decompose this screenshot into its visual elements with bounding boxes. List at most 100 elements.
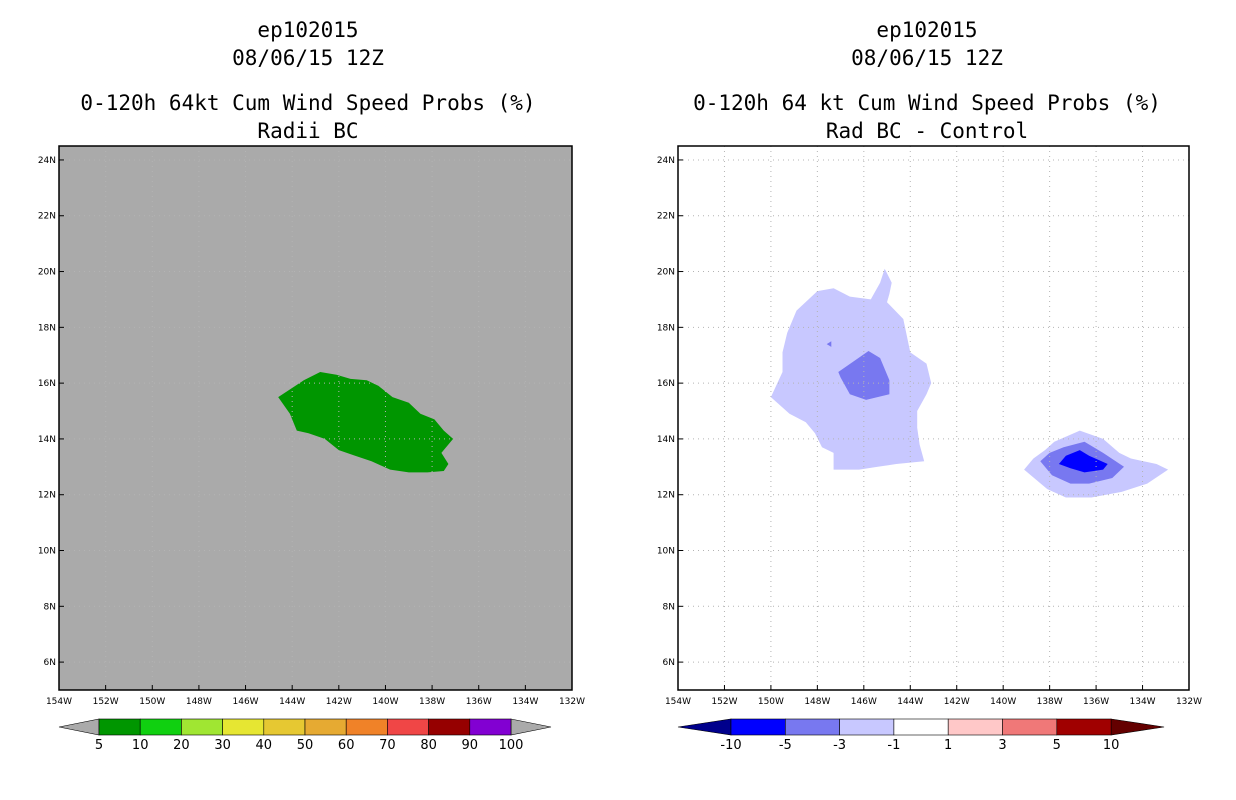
- colorbar-swatch: [139, 718, 182, 736]
- right-title-line-1: ep102015: [876, 18, 978, 42]
- panel-right: 154W 152W 150W 148W 146W 144W 142W 140W 138W 136W…: [657, 145, 1202, 753]
- colorbar-swatch: [839, 718, 895, 736]
- x-tick-label: 138W: [1037, 697, 1063, 707]
- plot-background: [678, 146, 1189, 690]
- contour-region-1: [838, 351, 890, 400]
- contour-region-5: [1058, 450, 1108, 473]
- x-tick-label: 136W: [1083, 697, 1109, 707]
- x-tick-label: 154W: [46, 697, 72, 707]
- colorbar-swatch: [345, 718, 388, 736]
- colorbar-label: 10: [132, 738, 149, 753]
- x-tick-label: 146W: [233, 697, 259, 707]
- x-tick-label: 148W: [804, 697, 830, 707]
- y-tick-label: 20N: [38, 268, 56, 278]
- y-tick-label: 14N: [657, 435, 675, 445]
- colorbar-label: -5: [779, 738, 792, 753]
- right-title-block: ep102015 08/06/15 12Z: [727, 16, 1127, 72]
- colorbar-swatch: [222, 718, 265, 736]
- y-tick-label: 8N: [663, 602, 675, 612]
- colorbar-label: -1: [887, 738, 900, 753]
- y-tick-label: 22N: [657, 212, 675, 222]
- x-tick-label: 144W: [897, 697, 923, 707]
- colorbar-label: -3: [833, 738, 846, 753]
- colorbar-right-arrow: [510, 718, 552, 736]
- colorbar-swatch: [387, 718, 429, 736]
- right-title-line-2: 08/06/15 12Z: [851, 46, 1003, 70]
- right-subtitle: 0-120h 64 kt Cum Wind Speed Probs (%): [693, 91, 1161, 115]
- colorbar-swatch: [730, 718, 786, 736]
- x-tick-label: 138W: [419, 697, 445, 707]
- colorbar-swatch: [98, 718, 141, 736]
- colorbar-label: 30: [214, 738, 231, 753]
- colorbar-right: -10 -5 -3 -1 1 3 5 10: [677, 718, 1165, 753]
- y-tick-label: 16N: [657, 379, 675, 389]
- plot-frame: [58, 145, 573, 691]
- x-tick-label: 146W: [851, 697, 877, 707]
- panel-left: 154W 152W 150W 148W 146W 144W 142W 140W 138W 136W…: [38, 145, 585, 753]
- left-title-block: ep102015 08/06/15 12Z: [108, 16, 508, 72]
- colorbar-swatch: [1002, 718, 1058, 736]
- colorbar-label: 20: [173, 738, 190, 753]
- colorbar-left-arrow: [677, 718, 732, 736]
- right-subtitle-block: 0-120h 64 kt Cum Wind Speed Probs (%) Ra…: [627, 89, 1227, 145]
- colorbar-swatch: [304, 718, 347, 736]
- colorbar-swatch: [893, 718, 949, 736]
- x-tick-label: 152W: [711, 697, 737, 707]
- colorbar-label: 60: [338, 738, 355, 753]
- plot-frame: [677, 145, 1190, 691]
- left-title-line-1: ep102015: [257, 18, 359, 42]
- colorbar-label: 90: [462, 738, 479, 753]
- left-title-line-2: 08/06/15 12Z: [232, 46, 384, 70]
- colorbar-swatch: [181, 718, 223, 736]
- y-tick-label: 8N: [44, 602, 56, 612]
- colorbar-swatch: [263, 718, 306, 736]
- y-tick-label: 6N: [663, 658, 675, 668]
- y-tick-label: 6N: [44, 658, 56, 668]
- y-tick-label: 16N: [38, 379, 56, 389]
- x-tick-label: 132W: [559, 697, 585, 707]
- y-tick-label: 18N: [657, 323, 675, 333]
- colorbar-left: 5 10 20 30 40 50 60 70 80 90 100: [58, 718, 552, 753]
- x-tick-label: 132W: [1176, 697, 1202, 707]
- x-tick-label: 134W: [512, 697, 538, 707]
- colorbar-swatch: [1056, 718, 1112, 736]
- y-tick-label: 12N: [38, 491, 56, 501]
- y-tick-label: 22N: [38, 212, 56, 222]
- x-tick-label: 154W: [665, 697, 691, 707]
- colorbar-label: 40: [256, 738, 273, 753]
- x-tick-label: 136W: [466, 697, 492, 707]
- right-subtitle-2: Rad BC - Control: [825, 119, 1029, 143]
- colorbar-label: 50: [297, 738, 314, 753]
- x-tick-label: 140W: [990, 697, 1016, 707]
- colorbar-label: 1: [944, 738, 952, 753]
- y-tick-label: 18N: [38, 323, 56, 333]
- colorbar-label: 5: [1053, 738, 1061, 753]
- colorbar-label: 3: [998, 738, 1006, 753]
- x-tick-label: 150W: [758, 697, 784, 707]
- x-tick-label: 142W: [326, 697, 352, 707]
- left-subtitle: 0-120h 64kt Cum Wind Speed Probs (%): [80, 91, 536, 115]
- colorbar-label: 100: [499, 738, 524, 753]
- contour-region-0: [278, 372, 454, 473]
- colorbar-swatch: [947, 718, 1003, 736]
- x-tick-label: 142W: [944, 697, 970, 707]
- y-tick-label: 10N: [38, 547, 56, 557]
- contour-region-2: [826, 341, 832, 347]
- colorbar-swatch: [784, 718, 840, 736]
- colorbar-right-arrow: [1110, 718, 1165, 736]
- colorbar-label: 5: [95, 738, 103, 753]
- x-tick-label: 150W: [139, 697, 165, 707]
- y-tick-label: 24N: [657, 156, 675, 166]
- colorbar-label: 10: [1103, 738, 1120, 753]
- x-tick-label: 144W: [279, 697, 305, 707]
- colorbar-left-arrow: [58, 718, 100, 736]
- x-tick-label: 134W: [1130, 697, 1156, 707]
- y-tick-label: 20N: [657, 268, 675, 278]
- colorbar-swatch: [428, 718, 471, 736]
- y-tick-label: 14N: [38, 435, 56, 445]
- left-subtitle-block: 0-120h 64kt Cum Wind Speed Probs (%) Rad…: [8, 89, 608, 145]
- colorbar-label: 70: [379, 738, 396, 753]
- x-tick-label: 148W: [186, 697, 212, 707]
- colorbar-swatch: [469, 718, 512, 736]
